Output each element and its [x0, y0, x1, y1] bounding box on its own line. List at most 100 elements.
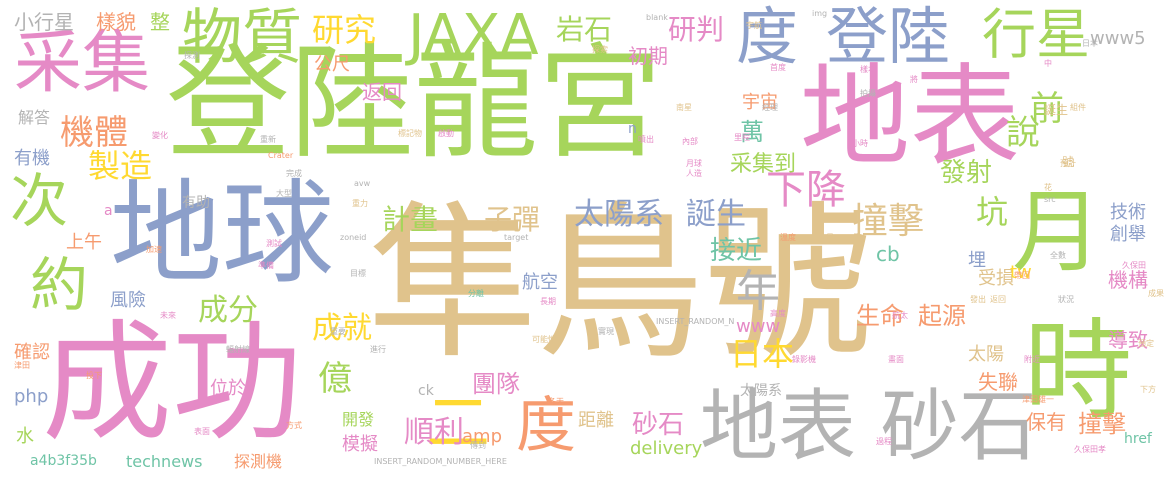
- word: 久保田孝: [1074, 445, 1106, 454]
- word: 過程: [876, 437, 892, 446]
- word: 研判: [668, 13, 725, 46]
- word: 拍攝: [860, 89, 876, 98]
- word: 整: [150, 10, 170, 34]
- word: 返回: [362, 80, 402, 104]
- word: 年: [736, 266, 780, 317]
- word: 預定: [1138, 339, 1154, 348]
- word: 太陽系: [574, 197, 664, 232]
- word: 億: [318, 359, 352, 399]
- word: 開發: [342, 410, 375, 429]
- word: 登陸: [826, 0, 951, 73]
- word: 未來: [160, 311, 176, 320]
- word: 團隊: [472, 370, 520, 398]
- word: 確認: [14, 342, 50, 363]
- word: 製造: [88, 147, 153, 185]
- word: avw: [354, 179, 371, 188]
- word: href: [1124, 431, 1152, 447]
- word: 重力: [352, 199, 368, 208]
- word: 起源: [918, 302, 966, 330]
- word: 采集: [14, 24, 151, 103]
- word: amp: [462, 426, 502, 447]
- word: 探測: [184, 51, 200, 60]
- word: 解答: [18, 108, 51, 127]
- word: 模擬: [342, 434, 378, 455]
- word: cb: [876, 242, 900, 266]
- word: 預計: [1060, 159, 1076, 168]
- word: 附近: [1024, 355, 1040, 364]
- word: 前: [1030, 89, 1064, 129]
- word: 高度: [770, 309, 786, 318]
- word: 噴出: [638, 135, 654, 144]
- word: 探測機: [234, 452, 283, 471]
- word: 地球: [110, 169, 334, 299]
- word: www: [736, 316, 781, 337]
- word: 萬: [740, 118, 764, 146]
- word: 變化: [152, 131, 168, 140]
- word: 津田: [14, 361, 30, 370]
- word: 表面: [194, 427, 210, 436]
- word: 分離: [468, 289, 484, 298]
- word: 內部: [682, 137, 698, 146]
- word: 小行星: [14, 10, 74, 34]
- word: 錄影機: [792, 355, 816, 364]
- word: 日本: [1082, 39, 1098, 48]
- word: a: [104, 203, 113, 219]
- word: 風險: [110, 290, 146, 311]
- word: 撞擊: [852, 201, 925, 242]
- word: php: [14, 386, 49, 407]
- word: 樣本: [860, 65, 876, 74]
- word: 約: [30, 251, 89, 319]
- word: 南星: [676, 103, 692, 112]
- word: 順利: [404, 415, 464, 450]
- word: 狀況: [1058, 295, 1074, 304]
- word: tw: [1010, 262, 1032, 283]
- word: 初期: [628, 44, 668, 68]
- word: 小時: [852, 139, 868, 148]
- word: 位於: [210, 378, 246, 399]
- word: 成就: [312, 311, 372, 346]
- word: 計畫: [382, 203, 439, 236]
- word: 溫度: [780, 233, 796, 242]
- word: 地表: [800, 53, 1020, 181]
- word: img: [812, 9, 828, 18]
- word: 久保田: [1122, 261, 1146, 270]
- word: 津田雄一: [1022, 395, 1054, 404]
- word: 上午: [66, 232, 102, 253]
- word: 機構: [1108, 268, 1148, 292]
- word: 子彈: [484, 203, 541, 236]
- word: INSERT_RANDOM_N: [656, 317, 735, 326]
- word: 水: [16, 426, 34, 447]
- word: 大型: [276, 189, 292, 198]
- word: 失聯: [978, 370, 1018, 394]
- word: 實現: [598, 327, 614, 336]
- word: 埋: [968, 250, 986, 271]
- word: 畫面: [888, 355, 904, 364]
- word: 首度: [770, 63, 786, 72]
- word: 加速: [146, 245, 162, 254]
- word: 啟動: [438, 129, 454, 138]
- word: 日本: [730, 335, 795, 373]
- word: 技術: [1110, 202, 1146, 223]
- word: 隼鳥號: [368, 186, 872, 382]
- word: 坑: [976, 193, 1009, 231]
- word: 號: [1062, 155, 1075, 169]
- word: 帶回: [1014, 271, 1030, 280]
- word: 說: [1006, 113, 1040, 153]
- word: 下降: [766, 167, 846, 213]
- word: target: [504, 233, 529, 242]
- word: ck: [418, 383, 434, 399]
- word: Crater: [268, 151, 294, 160]
- word: 火星: [818, 233, 834, 242]
- word: 全數: [1050, 251, 1066, 260]
- word: src: [1044, 195, 1056, 204]
- word: 公尺: [314, 54, 350, 75]
- word: 月: [1012, 180, 1102, 285]
- word: 度: [516, 391, 576, 461]
- word: 生命: [856, 302, 904, 330]
- word: zoneid: [340, 233, 367, 242]
- word: 冬天: [548, 397, 564, 406]
- word: 岩石: [556, 13, 613, 46]
- word: 接近: [710, 236, 763, 266]
- word: 次: [10, 167, 69, 235]
